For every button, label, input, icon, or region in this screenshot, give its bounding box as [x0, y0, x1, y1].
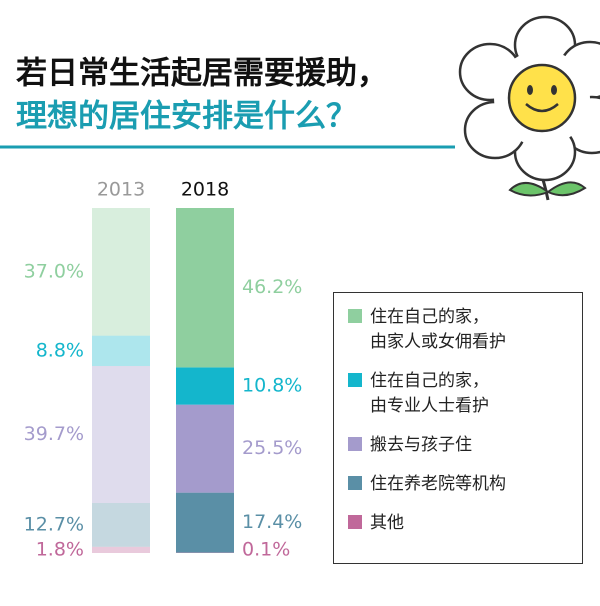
bar-segment: [176, 367, 234, 405]
value-label: 17.4%: [242, 511, 302, 533]
legend-label: 其他: [370, 513, 404, 533]
bar-segment: [92, 366, 150, 503]
legend-item: 其他: [348, 511, 572, 536]
title-line: 若日常生活起居需要援助，: [16, 56, 388, 92]
bar-segment: [92, 546, 150, 553]
value-label: 12.7%: [24, 513, 84, 535]
legend-label: 搬去与孩子住: [370, 435, 472, 455]
value-label: 1.8%: [36, 538, 84, 560]
legend-swatch: [348, 515, 362, 529]
bar-segment: [92, 502, 150, 547]
value-label: 37.0%: [24, 260, 84, 282]
value-label: 39.7%: [24, 423, 84, 445]
legend-label: 住在自己的家， 由专业人士看护: [370, 371, 489, 416]
category-label: 2018: [181, 179, 229, 201]
legend-label: 住在养老院等机构: [370, 474, 506, 494]
legend-label: 住在自己的家， 由家人或女佣看护: [370, 307, 506, 352]
legend-item: 住在养老院等机构: [348, 472, 572, 497]
legend-item: 搬去与孩子住: [348, 433, 572, 458]
value-label: 25.5%: [242, 437, 302, 459]
bar-segment: [176, 208, 234, 368]
value-label: 10.8%: [242, 375, 302, 397]
bar-segment: [176, 492, 234, 553]
value-label: 0.1%: [242, 539, 290, 561]
title-line: 理想的居住安排是什么？: [16, 99, 357, 135]
bar-segment: [92, 335, 150, 367]
legend: 住在自己的家， 由家人或女佣看护 住在自己的家， 由专业人士看护搬去与孩子住住在养…: [333, 292, 583, 564]
legend-item: 住在自己的家， 由专业人士看护: [348, 369, 572, 419]
flower: [458, 15, 600, 201]
legend-swatch: [348, 309, 362, 323]
bar-segment: [92, 208, 150, 336]
value-label: 46.2%: [242, 276, 302, 298]
bar-segment: [176, 404, 234, 493]
legend-swatch: [348, 373, 362, 387]
legend-item: 住在自己的家， 由家人或女佣看护: [348, 305, 572, 355]
value-label: 8.8%: [36, 339, 84, 361]
category-label: 2013: [97, 179, 145, 201]
legend-swatch: [348, 437, 362, 451]
legend-swatch: [348, 476, 362, 490]
